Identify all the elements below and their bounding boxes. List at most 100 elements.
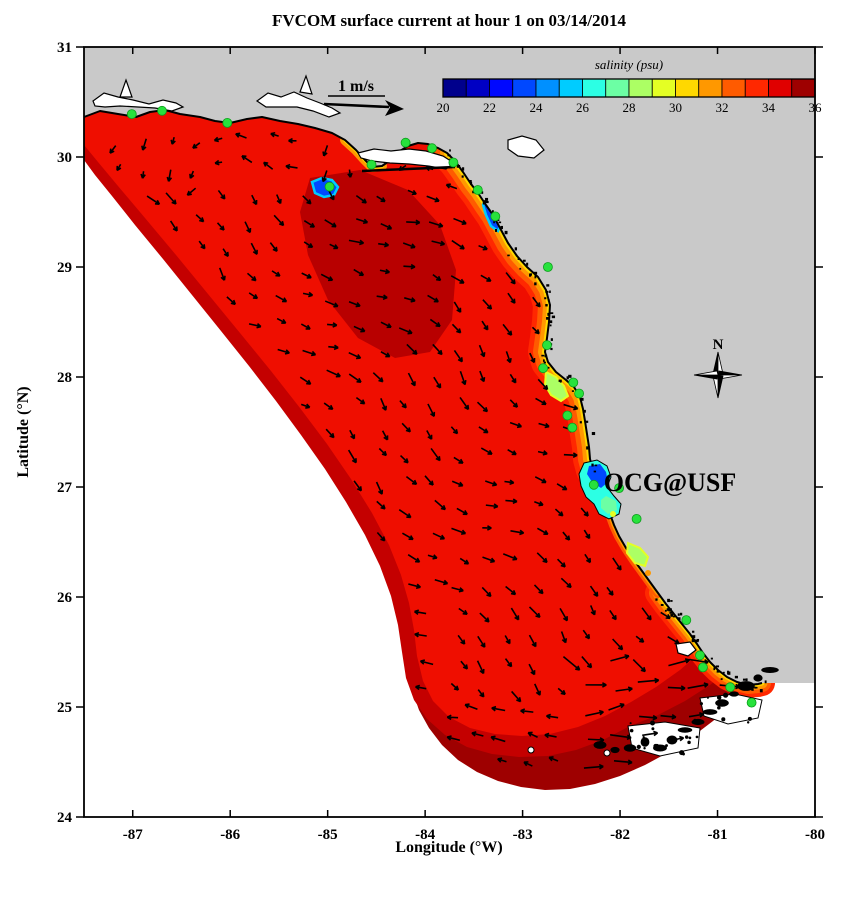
colorbar-cell [744, 78, 769, 98]
current-arrow [610, 654, 630, 662]
current-arrow [459, 557, 470, 565]
marsh-speckle [571, 390, 574, 392]
current-arrow [248, 322, 262, 329]
current-arrow [687, 682, 709, 689]
current-arrow [406, 343, 418, 356]
key-island [729, 691, 739, 697]
marsh-speckle [485, 200, 489, 204]
marsh-speckle [495, 228, 498, 232]
current-arrow [141, 138, 148, 151]
current-arrow [426, 430, 433, 440]
compass-star-icon [693, 351, 743, 399]
current-arrow [476, 660, 485, 675]
marsh-speckle [586, 446, 589, 450]
colorbar-cell [721, 78, 746, 98]
plot-frame [83, 46, 816, 818]
y-tick-label: 30 [57, 150, 72, 166]
colorbar-cell [651, 78, 676, 98]
key-speckle [665, 744, 668, 747]
current-arrow [482, 556, 496, 563]
marsh-speckle [517, 257, 520, 261]
current-arrow [401, 532, 414, 541]
scale-arrow-label: 1 m/s [338, 78, 374, 95]
marsh-speckle [547, 312, 550, 316]
marsh-speckle [692, 638, 694, 640]
current-arrow [533, 584, 544, 595]
marsh-speckle [482, 201, 487, 205]
current-arrow [415, 684, 427, 691]
marsh-speckle [541, 354, 545, 357]
current-arrow [250, 242, 258, 255]
y-tick-label: 25 [57, 700, 72, 716]
current-arrow [534, 476, 547, 484]
colorbar-cell [489, 78, 514, 98]
marsh-speckle [447, 154, 451, 157]
current-arrow [376, 294, 388, 300]
y-tick-label: 26 [57, 590, 73, 606]
current-arrow [414, 631, 427, 638]
current-arrow [660, 611, 671, 620]
current-arrow [560, 577, 572, 589]
current-arrow [612, 638, 624, 651]
key-speckle [643, 747, 646, 750]
figure-title: FVCOM surface current at hour 1 on 03/14… [272, 11, 626, 30]
current-arrow [613, 759, 633, 765]
current-vectors [109, 131, 741, 770]
current-arrow [642, 730, 659, 737]
current-arrow [544, 732, 557, 739]
current-arrow [323, 402, 334, 411]
colorbar-cell [628, 78, 653, 98]
current-arrow [402, 242, 416, 249]
bay-st-andrew [255, 91, 342, 118]
current-arrow [430, 447, 441, 462]
current-arrow [275, 294, 288, 303]
current-arrow [320, 273, 334, 282]
current-arrow [380, 321, 392, 329]
current-arrow [562, 655, 581, 671]
current-arrow [504, 658, 513, 668]
current-arrow [509, 373, 517, 384]
colorbar-tick-label: 28 [623, 100, 636, 115]
current-arrow [480, 447, 493, 455]
current-arrow [321, 170, 328, 183]
current-arrow [589, 585, 599, 597]
current-arrow [480, 274, 492, 282]
coastline [83, 109, 763, 686]
charlotte-harbor [625, 541, 650, 568]
current-arrow [353, 480, 363, 492]
current-arrow [302, 291, 314, 298]
marsh-speckle [593, 470, 597, 473]
current-arrow [378, 447, 388, 457]
x-tick-label: -87 [123, 827, 143, 843]
key-island [593, 741, 607, 749]
marsh-speckle [672, 615, 676, 618]
station-dot [448, 157, 459, 168]
marsh-speckle [713, 667, 716, 671]
colorbar-cell [675, 78, 700, 98]
marsh-speckle [456, 165, 461, 168]
current-arrow [251, 194, 258, 206]
current-arrow [398, 509, 412, 519]
charlotte-orange [645, 570, 651, 576]
marsh-speckle [550, 338, 553, 341]
ocg-usf-watermark: OCG@USF [604, 468, 737, 497]
islet [527, 746, 535, 754]
marsh-speckle [534, 282, 537, 286]
current-arrow [146, 195, 161, 205]
current-arrow [432, 532, 446, 540]
current-arrow [477, 635, 486, 648]
marsh-speckle [764, 680, 767, 684]
marsh-speckle [591, 431, 596, 436]
scale-arrow-shaft [323, 102, 390, 109]
current-arrow [523, 761, 533, 767]
current-arrow [457, 634, 466, 645]
station-dot [614, 483, 624, 494]
current-arrow [376, 500, 386, 510]
bay-lakes [507, 135, 545, 159]
key-speckle [651, 727, 655, 731]
marsh-speckle [751, 688, 754, 691]
current-arrow [244, 221, 252, 234]
current-arrow [140, 171, 146, 179]
station-dot [126, 109, 137, 119]
